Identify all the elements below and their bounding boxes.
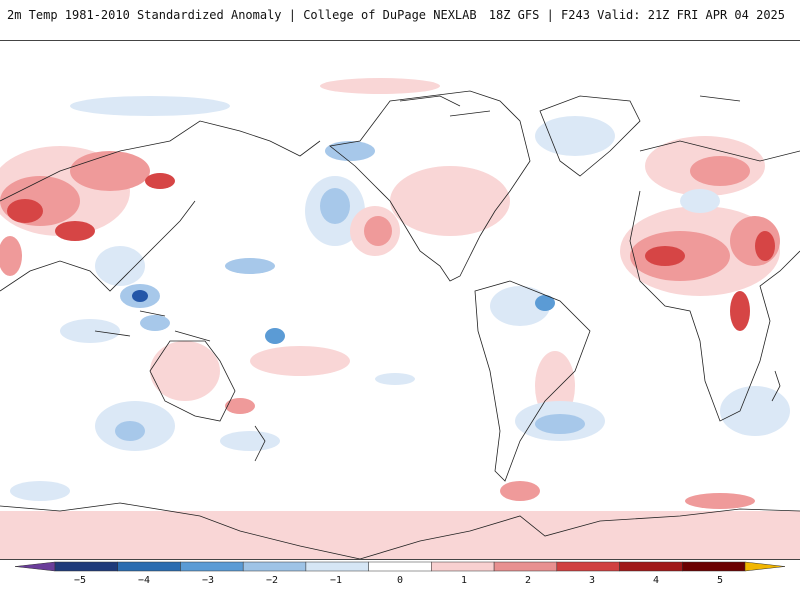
coastline: [0, 200, 196, 292]
colorbar-tick-label: 1: [460, 575, 468, 586]
anomaly-region: [225, 398, 255, 414]
coastline: [399, 95, 741, 117]
coastline: [0, 120, 321, 202]
colorbar-segment: [305, 561, 369, 572]
colorbar-segment: [117, 561, 181, 572]
anomaly-region: [145, 173, 175, 189]
anomaly-region: [680, 189, 720, 213]
anomaly-region: [60, 319, 120, 343]
coastline: [629, 140, 800, 422]
anomaly-region: [132, 290, 148, 302]
coastline: [771, 370, 781, 402]
colorbar-tick-label: −3: [201, 575, 215, 586]
colorbar-tick-label: 4: [652, 575, 660, 586]
colorbar-svg: [14, 561, 786, 572]
map-title: 2m Temp 1981-2010 Standardized Anomaly |…: [7, 8, 477, 22]
colorbar-segment: [493, 561, 558, 572]
anomaly-region: [685, 493, 755, 509]
anomaly-map: [0, 40, 800, 560]
anomaly-region: [535, 116, 615, 156]
colorbar-segment: [14, 561, 56, 572]
coastline: [254, 425, 266, 462]
anomaly-region: [0, 236, 22, 276]
anomaly-region: [755, 231, 775, 261]
colorbar-segment: [368, 561, 432, 572]
colorbar-segments: [14, 561, 786, 572]
colorbar-tick-label: −4: [137, 575, 151, 586]
anomaly-region: [390, 166, 510, 236]
colorbar-segment: [556, 561, 620, 572]
colorbar-segment: [744, 561, 786, 572]
anomaly-region: [690, 156, 750, 186]
anomaly-region: [115, 421, 145, 441]
anomaly-region: [10, 481, 70, 501]
coastline: [474, 280, 591, 482]
coastlines: [0, 90, 800, 559]
anomaly-region: [325, 141, 375, 161]
anomaly-region: [720, 386, 790, 436]
colorbar-segment: [619, 561, 683, 572]
anomaly-region: [225, 258, 275, 274]
colorbar-tick-label: 2: [524, 575, 532, 586]
colorbar-segment: [54, 561, 118, 572]
anomaly-region: [0, 511, 800, 559]
anomaly-region: [220, 431, 280, 451]
anomaly-region: [645, 246, 685, 266]
colorbar-tick-label: 0: [396, 575, 404, 586]
model-run-info: 18Z GFS | F243 Valid: 21Z FRI APR 04 202…: [488, 8, 785, 22]
anomaly-region: [95, 246, 145, 286]
anomaly-region: [500, 481, 540, 501]
colorbar-tick-label: 3: [588, 575, 596, 586]
anomaly-region: [375, 373, 415, 385]
colorbar-tick-label: −5: [73, 575, 87, 586]
coastline: [94, 310, 211, 342]
coastline: [539, 95, 641, 177]
anomaly-region: [55, 221, 95, 241]
colorbar-tick-label: −1: [329, 575, 343, 586]
anomaly-region: [320, 78, 440, 94]
colorbar-segment: [431, 561, 495, 572]
anomaly-region: [730, 291, 750, 331]
anomaly-region: [70, 96, 230, 116]
colorbar-segment: [180, 561, 244, 572]
colorbar-tick-label: −2: [265, 575, 279, 586]
anomaly-region: [140, 315, 170, 331]
anomaly-region: [364, 216, 392, 246]
colorbar: −5 −4 −3 −2 −1 0 1 2 3 4 5: [0, 560, 800, 600]
anomaly-region: [535, 414, 585, 434]
anomaly-region: [70, 151, 150, 191]
colorbar-segment: [242, 561, 307, 572]
anomaly-region: [7, 199, 43, 223]
colorbar-segment: [682, 561, 746, 572]
anomaly-shading: [0, 78, 800, 559]
anomaly-region: [490, 286, 550, 326]
coastline: [329, 90, 531, 282]
anomaly-region: [250, 346, 350, 376]
anomaly-region: [150, 341, 220, 401]
world-map-svg: [0, 78, 800, 559]
anomaly-region: [535, 295, 555, 311]
coastline: [0, 502, 800, 559]
anomaly-region: [320, 188, 350, 224]
map-header: 2m Temp 1981-2010 Standardized Anomaly |…: [0, 0, 800, 30]
colorbar-tick-label: 5: [716, 575, 724, 586]
anomaly-region: [265, 328, 285, 344]
coastline: [149, 340, 236, 422]
